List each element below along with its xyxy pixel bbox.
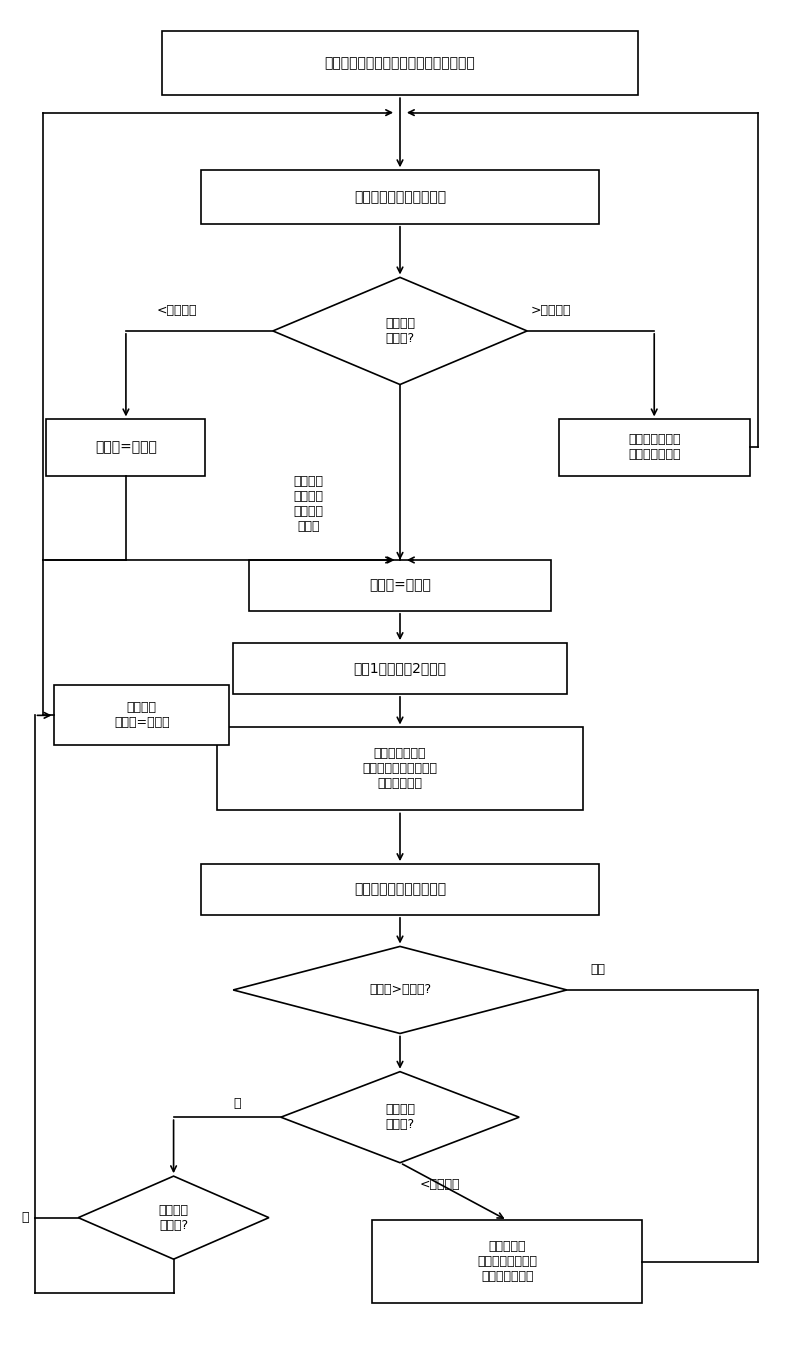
Text: 当前值－
基底值?: 当前值－ 基底值?	[385, 317, 415, 344]
Text: 周期性地读取传感器输出: 周期性地读取传感器输出	[354, 882, 446, 897]
Text: 基底值－
当前值?: 基底值－ 当前值?	[158, 1204, 189, 1232]
Text: 否则: 否则	[590, 963, 606, 976]
Bar	[233, 643, 567, 694]
Polygon shape	[233, 947, 567, 1033]
Bar	[249, 560, 551, 611]
Text: 否: 否	[233, 1098, 241, 1111]
Text: 上次值=当前值: 上次值=当前值	[369, 578, 431, 592]
Bar	[202, 863, 598, 915]
Text: 按（1）式或（2）计算: 按（1）式或（2）计算	[354, 662, 446, 675]
Bar	[162, 31, 638, 95]
Text: 小颗粒污物
基底值向当前值方
向变化一个增量: 小颗粒污物 基底值向当前值方 向变化一个增量	[478, 1240, 538, 1283]
Text: 当前值>基底值?: 当前值>基底值?	[369, 983, 431, 997]
Bar	[372, 1220, 642, 1303]
Text: 上面两种
情况之外
可能出现
被测量: 上面两种 情况之外 可能出现 被测量	[294, 475, 324, 533]
Text: 污物落于传感器
基底值＝当前值: 污物落于传感器 基底值＝当前值	[628, 433, 681, 461]
Bar	[202, 171, 598, 223]
Polygon shape	[273, 277, 527, 385]
Text: >上限阈值: >上限阈值	[531, 304, 571, 317]
Text: 对结果平滑处理
判断是否达到报警程度
并作相应操作: 对结果平滑处理 判断是否达到报警程度 并作相应操作	[362, 748, 438, 791]
Bar	[559, 420, 750, 476]
Text: 基底值=当前值: 基底值=当前值	[95, 440, 157, 455]
Text: 读传感器输出得到初始值作为首个基底值: 读传感器输出得到初始值作为首个基底值	[325, 56, 475, 70]
Bar	[218, 728, 582, 811]
Polygon shape	[281, 1072, 519, 1162]
Text: 周期性地读取传感器输出: 周期性地读取传感器输出	[354, 190, 446, 204]
Text: 污物脱落
基底值=当前值: 污物脱落 基底值=当前值	[114, 701, 170, 729]
Bar	[46, 420, 206, 476]
Polygon shape	[78, 1176, 269, 1259]
Text: <卜限阈值: <卜限阈值	[157, 304, 198, 317]
Text: <卜限阈值: <卜限阈值	[420, 1178, 460, 1190]
Text: 当前值－
上次值?: 当前值－ 上次值?	[385, 1103, 415, 1131]
Bar	[54, 685, 229, 745]
Text: 是: 是	[22, 1210, 29, 1224]
